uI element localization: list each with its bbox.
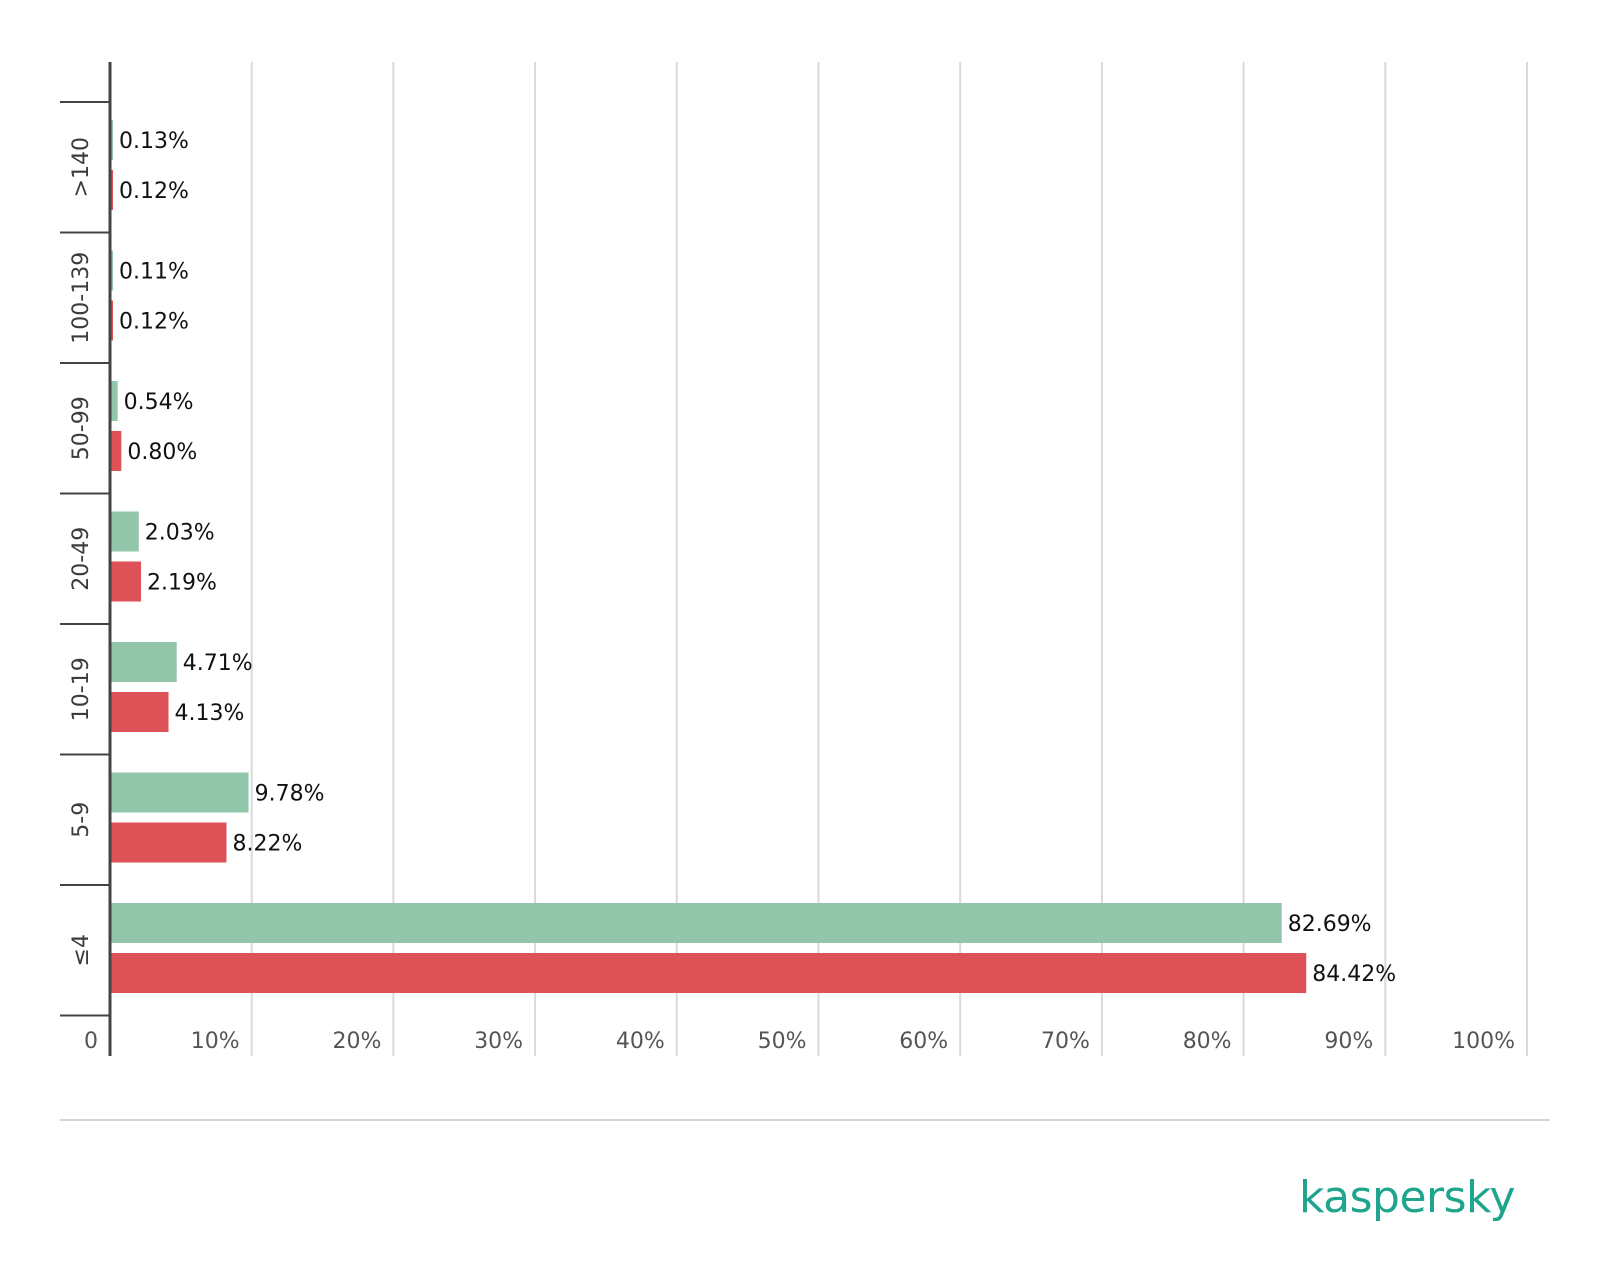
data-label: 84.42% bbox=[1312, 962, 1396, 987]
x-tick-label: 90% bbox=[1324, 1029, 1373, 1054]
x-tick-label: 10% bbox=[191, 1029, 240, 1054]
bar-series-b bbox=[110, 822, 227, 863]
category-label: >140 bbox=[69, 137, 94, 197]
data-label: 0.54% bbox=[124, 390, 194, 415]
bars bbox=[110, 120, 1307, 993]
x-tick-label: 60% bbox=[899, 1029, 948, 1054]
data-label: 4.13% bbox=[175, 701, 245, 726]
x-tick-label: 70% bbox=[1041, 1029, 1090, 1054]
x-tick-label: 40% bbox=[616, 1029, 665, 1054]
data-label: 0.11% bbox=[119, 260, 189, 285]
kaspersky-logo: kaspersky bbox=[1299, 1172, 1515, 1223]
category-label: 10-19 bbox=[69, 657, 94, 721]
category-ticks bbox=[60, 101, 110, 1017]
data-label: 0.12% bbox=[119, 310, 189, 335]
data-label: 8.22% bbox=[232, 832, 302, 857]
x-tick-label: 100% bbox=[1452, 1029, 1515, 1054]
data-label: 82.69% bbox=[1288, 912, 1372, 937]
x-tick-label: 0 bbox=[84, 1029, 98, 1054]
data-label: 0.80% bbox=[127, 440, 197, 465]
data-label: 2.19% bbox=[147, 571, 217, 596]
bar-series-a bbox=[110, 642, 177, 682]
data-label: 4.71% bbox=[183, 651, 253, 676]
data-labels: 82.69% 84.42% 9.78% 8.22% 4.71% 4.13% 2.03% 2.1… bbox=[119, 129, 1396, 987]
gridlines bbox=[250, 62, 1528, 1056]
x-tick-label: 30% bbox=[474, 1029, 523, 1054]
bar-series-b bbox=[110, 692, 169, 732]
data-label: 2.03% bbox=[145, 521, 215, 546]
bar-series-a bbox=[110, 772, 249, 813]
bar-series-a bbox=[110, 511, 139, 552]
bar-series-a bbox=[110, 381, 118, 421]
x-tick-label: 80% bbox=[1183, 1029, 1232, 1054]
data-label: 0.12% bbox=[119, 179, 189, 204]
category-label: ≤4 bbox=[69, 934, 94, 966]
bar-series-b bbox=[110, 953, 1307, 993]
category-labels: ≤4 5-9 10-19 20-49 50-99 100-139 >140 bbox=[69, 137, 94, 966]
x-tick-label: 20% bbox=[332, 1029, 381, 1054]
bar-series-a bbox=[110, 903, 1282, 943]
data-label: 9.78% bbox=[255, 782, 325, 807]
category-label: 50-99 bbox=[69, 396, 94, 460]
data-label: 0.13% bbox=[119, 129, 189, 154]
x-tick-labels: 0 10% 20% 30% 40% 50% 60% 70% 80% 90% 100% bbox=[84, 1029, 1515, 1054]
category-label: 20-49 bbox=[69, 527, 94, 591]
x-tick-label: 50% bbox=[758, 1029, 807, 1054]
bar-series-b bbox=[110, 561, 142, 602]
bar-series-b bbox=[110, 431, 122, 471]
category-label: 100-139 bbox=[69, 252, 94, 344]
category-label: 5-9 bbox=[69, 802, 94, 838]
